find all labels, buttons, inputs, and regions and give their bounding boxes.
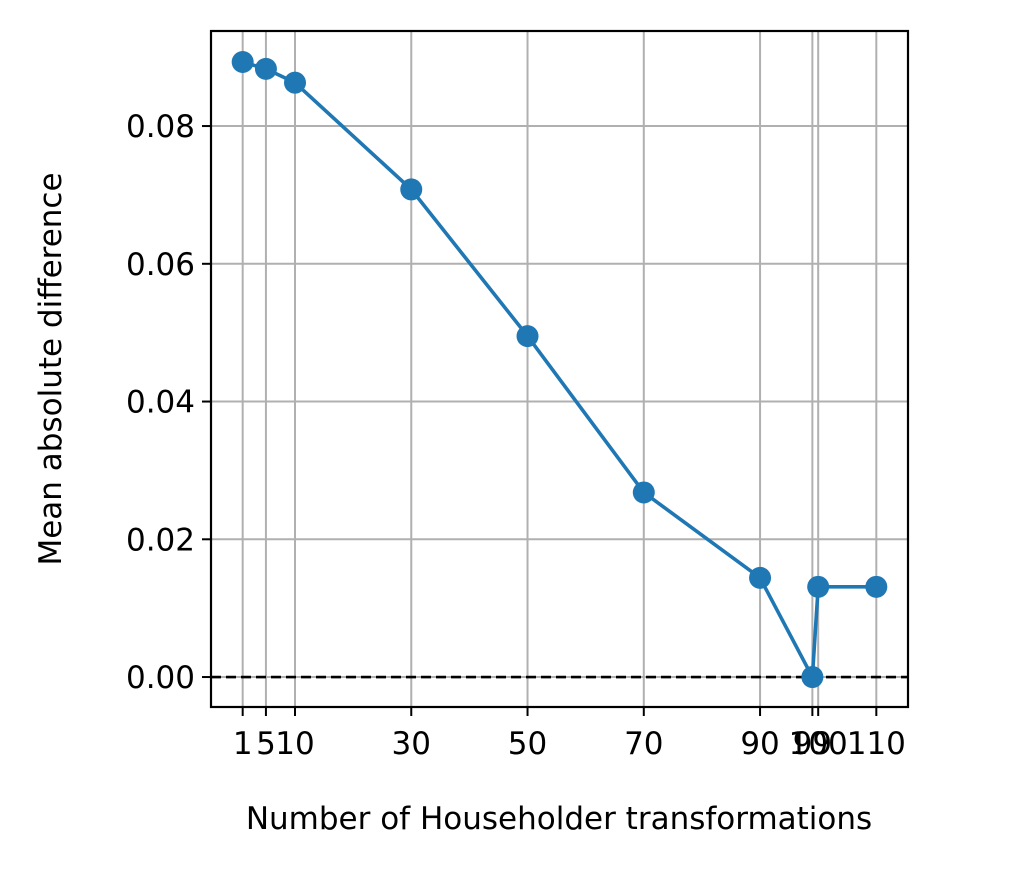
y-tick-label: 0.06 — [126, 247, 195, 283]
series-line — [242, 60, 877, 679]
x-tick-label: 99 — [793, 726, 832, 762]
grid-lines — [211, 31, 908, 707]
data-point — [284, 71, 307, 94]
y-tick-label: 0.08 — [126, 109, 195, 145]
data-point — [516, 325, 539, 348]
y-ticks: 0.00 0.02 0.04 0.06 0.08 — [126, 109, 211, 696]
x-tick-label: 1 — [233, 726, 253, 762]
data-point — [807, 575, 830, 598]
x-tick-label: 30 — [392, 726, 431, 762]
data-point — [801, 666, 824, 689]
x-tick-label: 50 — [508, 726, 547, 762]
x-tick-label: 10 — [275, 726, 314, 762]
data-point — [749, 566, 772, 589]
x-tick-label: 110 — [847, 726, 906, 762]
x-tick-label: 5 — [256, 726, 276, 762]
x-tick-label: 90 — [740, 726, 779, 762]
y-axis-label: Mean absolute difference — [33, 172, 69, 565]
x-axis-label: Number of Householder transformations — [246, 801, 872, 837]
plot-frame — [209, 29, 910, 709]
data-point — [400, 178, 423, 201]
data-point — [231, 50, 254, 73]
data-point — [865, 575, 888, 598]
series-group — [231, 50, 888, 689]
y-tick-label: 0.00 — [126, 660, 195, 696]
y-tick-label: 0.04 — [126, 385, 195, 421]
x-tick-label: 70 — [624, 726, 663, 762]
x-tick-label: 100 — [789, 726, 848, 762]
data-point — [254, 57, 277, 80]
y-tick-label: 0.02 — [126, 522, 195, 558]
data-point — [632, 481, 655, 504]
